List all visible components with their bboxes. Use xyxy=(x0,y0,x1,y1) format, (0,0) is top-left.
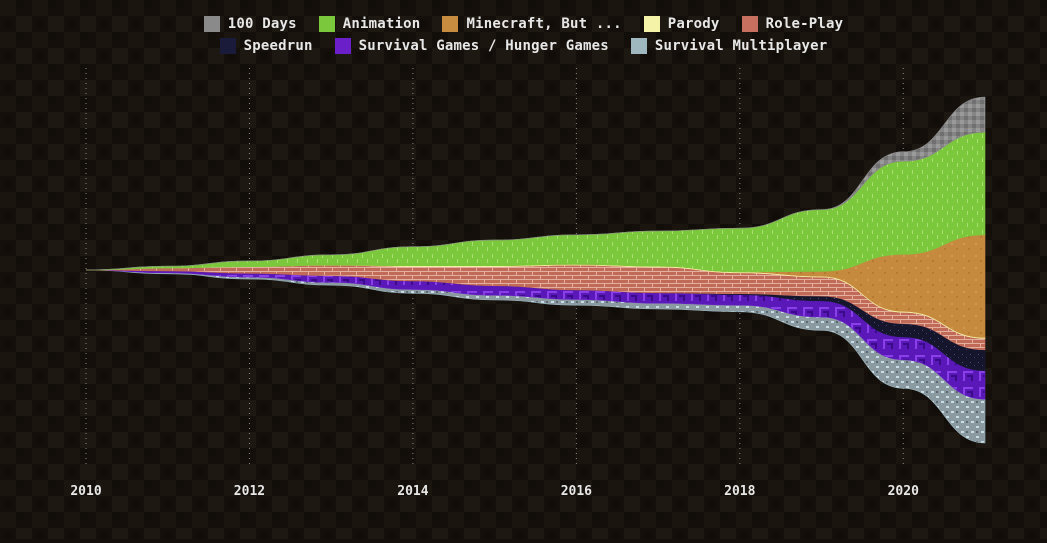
legend-swatch-minecraft-but xyxy=(442,16,459,32)
legend-swatch-survival-multiplayer xyxy=(630,38,647,54)
x-tick-label-2020: 2020 xyxy=(888,484,919,499)
legend-item-survival-multiplayer[interactable]: Survival Multiplayer xyxy=(630,38,828,54)
legend-row-1: 100 Days Animation Minecraft, But ... Pa… xyxy=(203,16,844,32)
legend-row-2: Speedrun Survival Games / Hunger Games S… xyxy=(219,38,828,54)
legend-label-animation: Animation xyxy=(342,16,421,32)
legend-item-parody[interactable]: Parody xyxy=(643,16,720,32)
stream-layer-100-days xyxy=(85,96,986,271)
legend-item-100-days[interactable]: 100 Days xyxy=(203,16,297,32)
legend-label-parody: Parody xyxy=(667,16,720,32)
stream-layers xyxy=(85,96,986,444)
legend-label-speedrun: Speedrun xyxy=(243,38,313,54)
legend-swatch-survival-games xyxy=(334,38,351,54)
legend-swatch-100-days xyxy=(203,16,220,32)
x-tick-label-2016: 2016 xyxy=(561,484,592,499)
legend-label-survival-multiplayer: Survival Multiplayer xyxy=(654,38,828,54)
legend-item-role-play[interactable]: Role-Play xyxy=(741,16,844,32)
legend-item-speedrun[interactable]: Speedrun xyxy=(219,38,313,54)
legend: 100 Days Animation Minecraft, But ... Pa… xyxy=(0,16,1047,54)
legend-item-survival-games[interactable]: Survival Games / Hunger Games xyxy=(334,38,609,54)
x-tick-label-2018: 2018 xyxy=(724,484,755,499)
x-tick-label-2010: 2010 xyxy=(70,484,101,499)
x-tick-label-2014: 2014 xyxy=(397,484,428,499)
legend-label-survival-games: Survival Games / Hunger Games xyxy=(358,38,609,54)
legend-swatch-animation xyxy=(318,16,335,32)
legend-item-minecraft-but[interactable]: Minecraft, But ... xyxy=(442,16,622,32)
x-tick-label-2012: 2012 xyxy=(234,484,265,499)
legend-item-animation[interactable]: Animation xyxy=(318,16,421,32)
x-axis-ticks: 2010 2012 2014 2016 2018 2020 xyxy=(70,484,919,499)
legend-label-minecraft-but: Minecraft, But ... xyxy=(466,16,622,32)
legend-swatch-role-play xyxy=(741,16,758,32)
legend-swatch-speedrun xyxy=(219,38,236,54)
legend-swatch-parody xyxy=(643,16,660,32)
legend-label-role-play: Role-Play xyxy=(765,16,844,32)
legend-label-100-days: 100 Days xyxy=(227,16,297,32)
